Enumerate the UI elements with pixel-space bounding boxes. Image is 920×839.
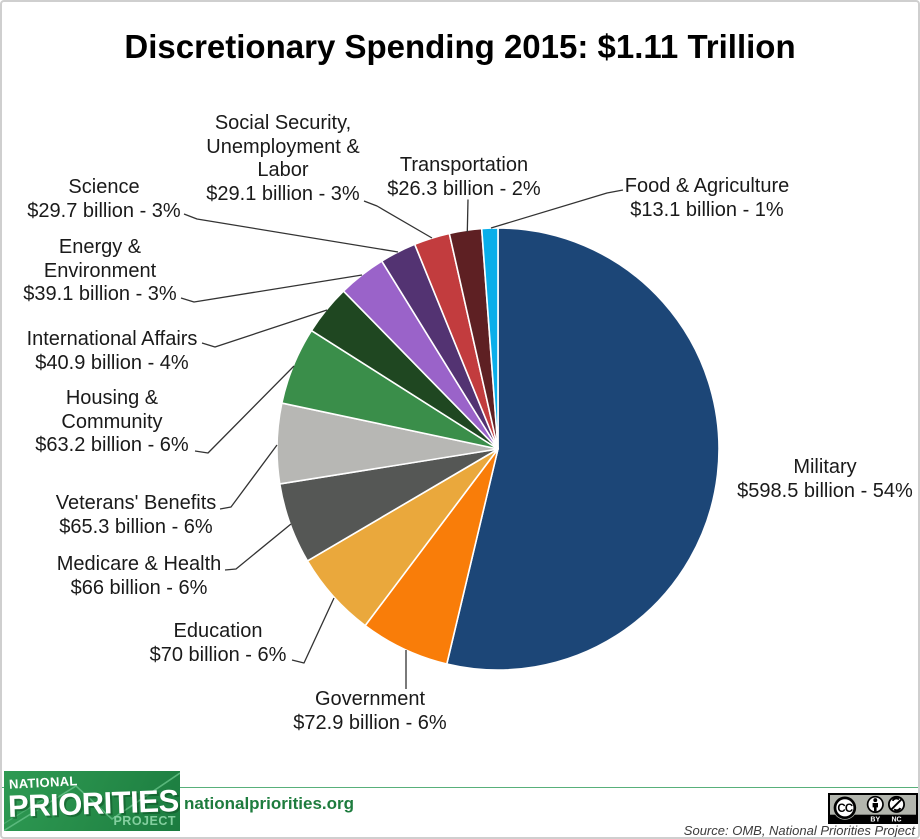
svg-text:BY: BY — [870, 816, 880, 823]
svg-text:NC: NC — [891, 816, 901, 823]
svg-text:CC: CC — [837, 802, 853, 814]
